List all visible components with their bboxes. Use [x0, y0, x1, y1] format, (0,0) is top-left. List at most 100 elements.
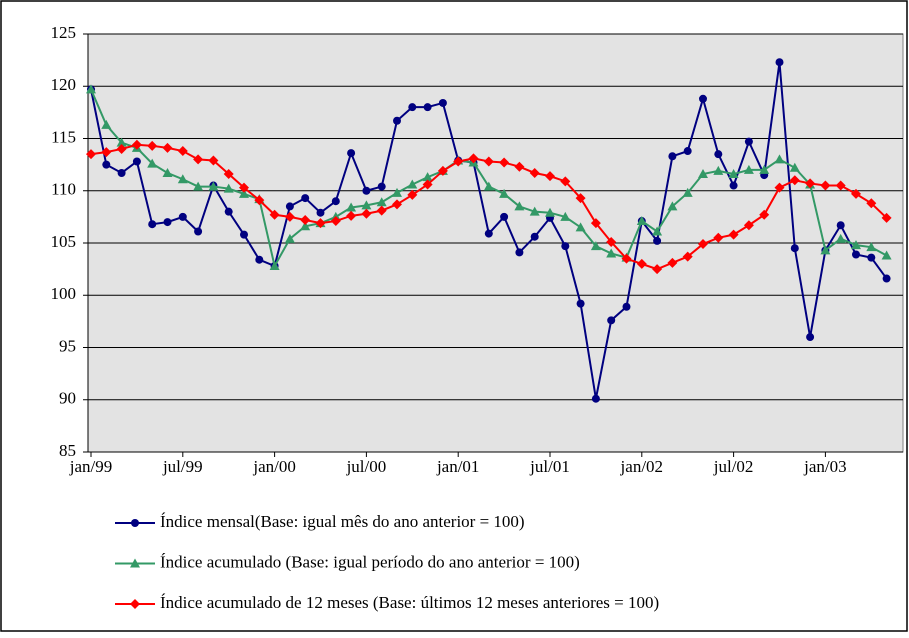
marker	[453, 156, 464, 167]
marker	[790, 244, 799, 253]
y-tick-label: 125	[51, 23, 77, 42]
marker	[116, 143, 127, 154]
marker	[514, 201, 525, 211]
marker	[851, 188, 861, 199]
legend-label: Índice acumulado (Base: igual período do…	[160, 552, 580, 571]
marker	[177, 174, 188, 184]
x-tick-label: jul/99	[162, 457, 203, 476]
marker	[820, 180, 831, 191]
marker	[499, 157, 510, 168]
marker	[468, 153, 479, 164]
y-tick-label: 95	[59, 336, 76, 355]
marker	[407, 179, 418, 189]
marker	[866, 242, 877, 252]
marker	[590, 241, 601, 251]
marker	[652, 264, 663, 275]
marker	[208, 181, 219, 191]
marker	[147, 158, 158, 168]
marker	[575, 193, 586, 204]
marker	[240, 230, 248, 239]
marker	[376, 197, 387, 207]
marker	[835, 180, 846, 191]
marker	[867, 253, 876, 262]
marker	[866, 198, 877, 209]
marker	[667, 257, 678, 268]
marker	[162, 167, 173, 177]
marker	[407, 189, 418, 200]
marker	[483, 156, 494, 167]
marker	[422, 172, 433, 182]
marker	[131, 139, 142, 150]
y-tick-label: 85	[59, 441, 76, 460]
marker	[560, 176, 571, 187]
marker	[132, 157, 141, 166]
marker	[408, 103, 417, 112]
marker	[852, 250, 860, 259]
marker	[682, 251, 693, 262]
marker	[362, 186, 371, 195]
marker	[759, 164, 770, 174]
marker	[316, 208, 325, 217]
marker	[835, 233, 846, 243]
marker	[590, 218, 601, 229]
marker	[775, 58, 784, 67]
marker	[774, 154, 785, 164]
marker	[101, 147, 112, 158]
marker	[743, 220, 754, 231]
marker	[117, 168, 126, 177]
marker	[607, 316, 616, 325]
marker	[194, 227, 203, 236]
marker	[148, 220, 157, 229]
marker	[147, 140, 158, 151]
marker	[729, 181, 738, 190]
y-tick-label: 120	[51, 75, 77, 94]
marker	[805, 178, 816, 189]
marker	[177, 146, 188, 157]
x-tick-label: jan/01	[436, 457, 480, 476]
marker	[698, 239, 708, 250]
marker	[300, 215, 311, 226]
y-tick-label: 105	[51, 232, 77, 251]
marker	[714, 150, 723, 159]
marker	[499, 188, 510, 198]
marker	[269, 260, 280, 270]
marker	[728, 169, 739, 179]
marker	[255, 255, 264, 264]
legend-marker	[130, 599, 140, 609]
marker	[560, 211, 571, 221]
marker	[882, 274, 891, 283]
marker	[254, 195, 265, 206]
marker	[300, 221, 311, 231]
marker	[422, 179, 433, 190]
legend-label: Índice mensal(Base: igual mês do ano ant…	[160, 512, 525, 531]
marker	[653, 236, 662, 245]
marker	[330, 216, 341, 227]
marker	[636, 258, 647, 269]
marker	[514, 161, 525, 172]
marker	[376, 205, 387, 216]
marker	[484, 229, 493, 238]
x-tick-label: jan/99	[69, 457, 113, 476]
x-tick-label: jul/01	[529, 457, 570, 476]
marker	[392, 187, 402, 197]
marker	[239, 188, 249, 198]
marker	[774, 182, 785, 193]
marker	[728, 229, 739, 240]
y-tick-label: 100	[51, 284, 77, 303]
marker	[163, 218, 172, 227]
marker	[836, 221, 845, 230]
marker	[622, 302, 631, 311]
marker	[346, 202, 357, 212]
marker	[392, 199, 402, 210]
marker	[269, 209, 280, 220]
marker	[178, 212, 187, 221]
marker	[101, 119, 112, 129]
marker	[789, 162, 800, 172]
x-tick-label: jul/00	[346, 457, 387, 476]
y-tick-label: 90	[59, 389, 76, 408]
x-tick-label: jan/00	[252, 457, 296, 476]
marker	[377, 182, 386, 191]
marker	[423, 103, 432, 112]
marker	[759, 209, 770, 220]
marker	[86, 149, 96, 160]
